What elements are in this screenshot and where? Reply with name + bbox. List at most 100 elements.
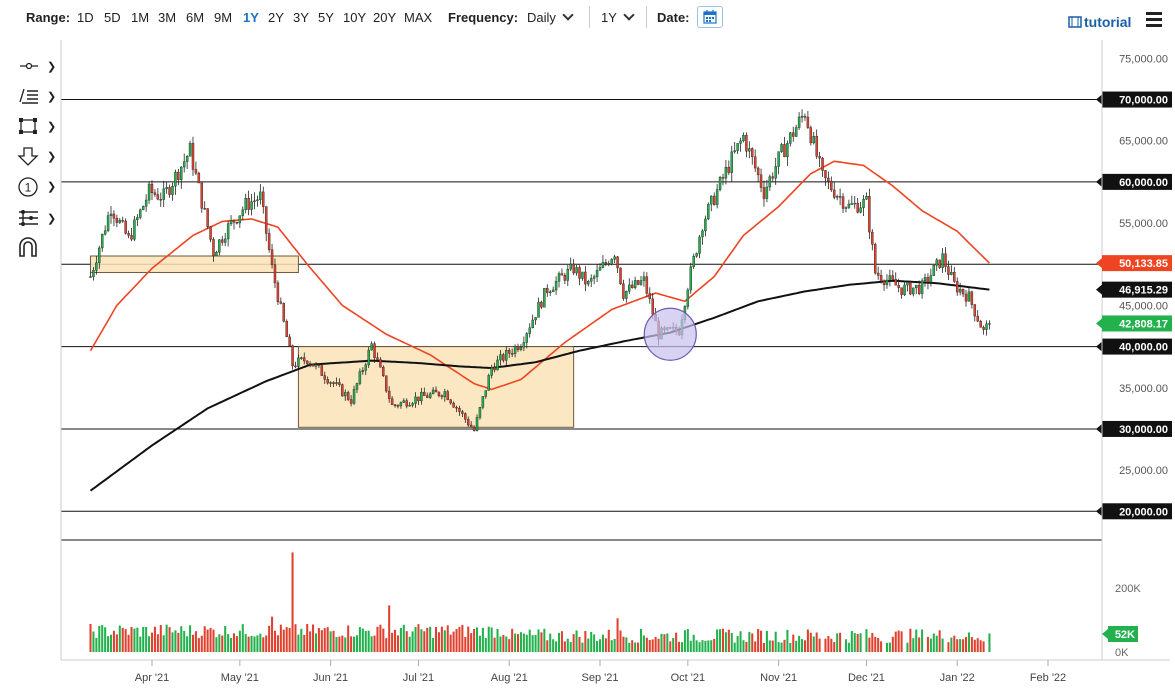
candle-body (291, 345, 294, 367)
candle-body (783, 144, 786, 158)
x-tick-label: Nov '21 (760, 672, 797, 684)
magnet-icon (19, 237, 37, 257)
period-select[interactable]: 1Y (601, 9, 635, 25)
volume-bar (186, 636, 189, 652)
candle-body (115, 218, 119, 223)
candle-body (382, 366, 385, 376)
candle-body (165, 187, 168, 190)
tutorial-label: tutorial (1084, 14, 1132, 30)
candle-body (370, 343, 373, 351)
candle-body (935, 259, 938, 266)
candle-body (751, 148, 754, 157)
volume-bar (973, 639, 976, 652)
rectangle-tool[interactable]: ❯ (14, 116, 58, 140)
volume-bar (642, 635, 645, 652)
range-button-20y[interactable]: 20Y (373, 10, 397, 25)
candle-body (182, 161, 186, 168)
candle-body (695, 253, 698, 257)
candle-body (792, 132, 795, 137)
volume-bar (733, 642, 736, 652)
range-button-10y[interactable]: 10Y (343, 10, 367, 25)
candle-body (739, 140, 742, 144)
calendar-button[interactable] (697, 6, 723, 28)
candle-body (100, 233, 104, 249)
volume-bar (748, 631, 751, 652)
volume-bar (475, 627, 479, 652)
price-badges: 50,133.85 46,915.29 42,808.17 (1096, 255, 1172, 332)
candle-body (259, 191, 262, 200)
volume-bar (159, 625, 162, 652)
candle-body (563, 274, 567, 281)
range-button-5d[interactable]: 5D (104, 10, 121, 25)
tutorial-link[interactable]: tutorial (1068, 14, 1131, 30)
candle-body (487, 375, 490, 391)
volume-bar (382, 628, 385, 652)
volume-bar (230, 637, 233, 652)
volume-bar (713, 638, 716, 652)
crosshair-tool[interactable]: ❯ (14, 56, 58, 80)
candle-body (209, 226, 212, 240)
volume-bar (877, 637, 880, 652)
candle-body (581, 271, 584, 279)
candle-body (947, 266, 950, 275)
candle-body (490, 367, 493, 376)
candle-body (554, 280, 558, 291)
volume-bar (493, 637, 496, 652)
volume-bar (765, 630, 768, 652)
volume-bar (818, 638, 821, 652)
volume-bar (575, 630, 578, 652)
candle-body (188, 143, 192, 157)
candle-body (367, 349, 370, 366)
chevron-right-icon: ❯ (47, 61, 57, 73)
range-button-1d[interactable]: 1D (77, 10, 94, 25)
candle-body (437, 391, 441, 396)
arrow-tool[interactable]: ❯ (14, 146, 58, 170)
range-button-max[interactable]: MAX (404, 10, 433, 25)
candle-body (888, 275, 892, 281)
line-tools[interactable]: ❯ (14, 86, 58, 110)
volume-bar (338, 636, 341, 652)
candle-body (528, 327, 531, 334)
number-annotation-icon: 1 (18, 177, 38, 197)
hamburger-menu-icon[interactable] (1146, 12, 1162, 30)
fibonacci-tool[interactable]: ❯ (14, 208, 58, 232)
candle-body (540, 301, 543, 308)
volume-bar (970, 637, 973, 652)
frequency-select[interactable]: Daily (527, 9, 574, 25)
volume-bar (777, 642, 780, 652)
magnet-tool[interactable] (14, 236, 58, 260)
volume-bar (127, 634, 130, 652)
volume-bar (496, 628, 499, 652)
volume-bar (150, 632, 154, 652)
range-button-3y[interactable]: 3Y (293, 10, 309, 25)
volume-bar (578, 636, 581, 652)
range-button-1m[interactable]: 1M (131, 10, 150, 25)
candle-body (958, 288, 962, 293)
volume-bar (625, 637, 628, 652)
range-button-9m[interactable]: 9M (214, 10, 233, 25)
number-tool[interactable]: 1 ❯ (14, 176, 58, 200)
range-button-5y[interactable]: 5Y (318, 10, 334, 25)
candle-body (625, 290, 628, 299)
candle-body (789, 132, 792, 144)
candle-body (168, 187, 171, 195)
candle-body (821, 157, 824, 171)
volume-bar (514, 633, 517, 652)
y-tick-label: 35,000.00 (1119, 383, 1168, 395)
volume-bar (935, 635, 938, 652)
volume-bar (871, 632, 874, 652)
range-button-2y[interactable]: 2Y (268, 10, 284, 25)
candle-body (874, 244, 877, 274)
period-value: 1Y (601, 10, 617, 25)
candle-body (496, 359, 499, 371)
candle-body (619, 267, 622, 285)
range-button-3m[interactable]: 3M (158, 10, 177, 25)
volume-bar (543, 628, 546, 652)
range-button-6m[interactable]: 6M (186, 10, 205, 25)
candle-body (941, 253, 944, 268)
volume-bar (273, 630, 277, 652)
volume-bar (320, 630, 323, 652)
range-button-1y[interactable]: 1Y (243, 10, 259, 25)
volume-bar (470, 633, 473, 652)
